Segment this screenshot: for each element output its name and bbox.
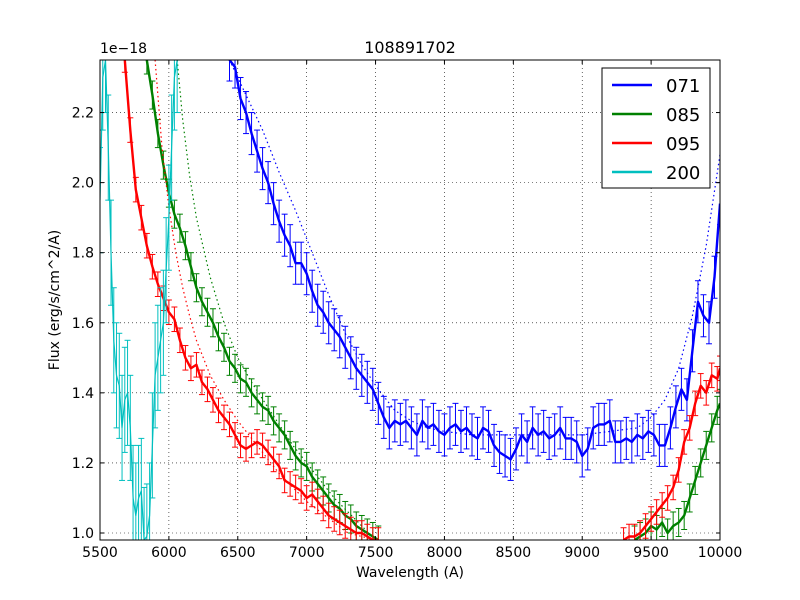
y-tick-label: 1.4 [72,386,94,402]
x-tick-label: 7500 [358,545,394,561]
series-line-085 [145,60,379,540]
legend: 071 085 095 200 [601,67,711,189]
y-tick-label: 1.0 [72,526,94,542]
series-line-085-red-end [633,402,720,540]
x-tick-label: 8500 [496,545,532,561]
x-axis-label: Wavelength (A) [356,565,464,581]
legend-label-071: 071 [666,76,700,97]
axes-frame [99,59,721,541]
legend-label-200: 200 [666,163,700,184]
plot-area [100,60,720,540]
legend-label-095: 095 [666,134,700,155]
x-tick-label: 6000 [151,545,187,561]
x-tick-label: 7000 [289,545,325,561]
y-axis-offset-text: 1e−18 [100,41,147,57]
series-line-071 [228,60,720,461]
x-tick-label: 9500 [633,545,669,561]
chart-title: 108891702 [364,38,456,57]
y-tick-label: 1.6 [72,316,94,332]
model-line-085 [176,60,377,540]
axis-ticks: 5500 6000 6500 7000 7500 8000 8500 9000 9500 1000… [72,60,743,561]
y-tick-label: 1.8 [72,246,94,262]
series-line-095-red-end [622,367,720,540]
legend-box [601,67,711,189]
x-tick-label: 5500 [82,545,118,561]
x-tick-label: 6500 [220,545,256,561]
x-tick-label: 9000 [564,545,600,561]
x-tick-label: 8000 [427,545,463,561]
y-axis-label: Flux (erg/s/cm^2/A) [47,230,63,370]
series-line-095 [123,60,379,540]
x-tick-label: 10000 [698,545,743,561]
legend-label-085: 085 [666,105,700,126]
y-tick-label: 2.0 [72,176,94,192]
series-line-200 [100,60,178,540]
y-tick-label: 2.2 [72,106,94,122]
y-tick-label: 1.2 [72,456,94,472]
